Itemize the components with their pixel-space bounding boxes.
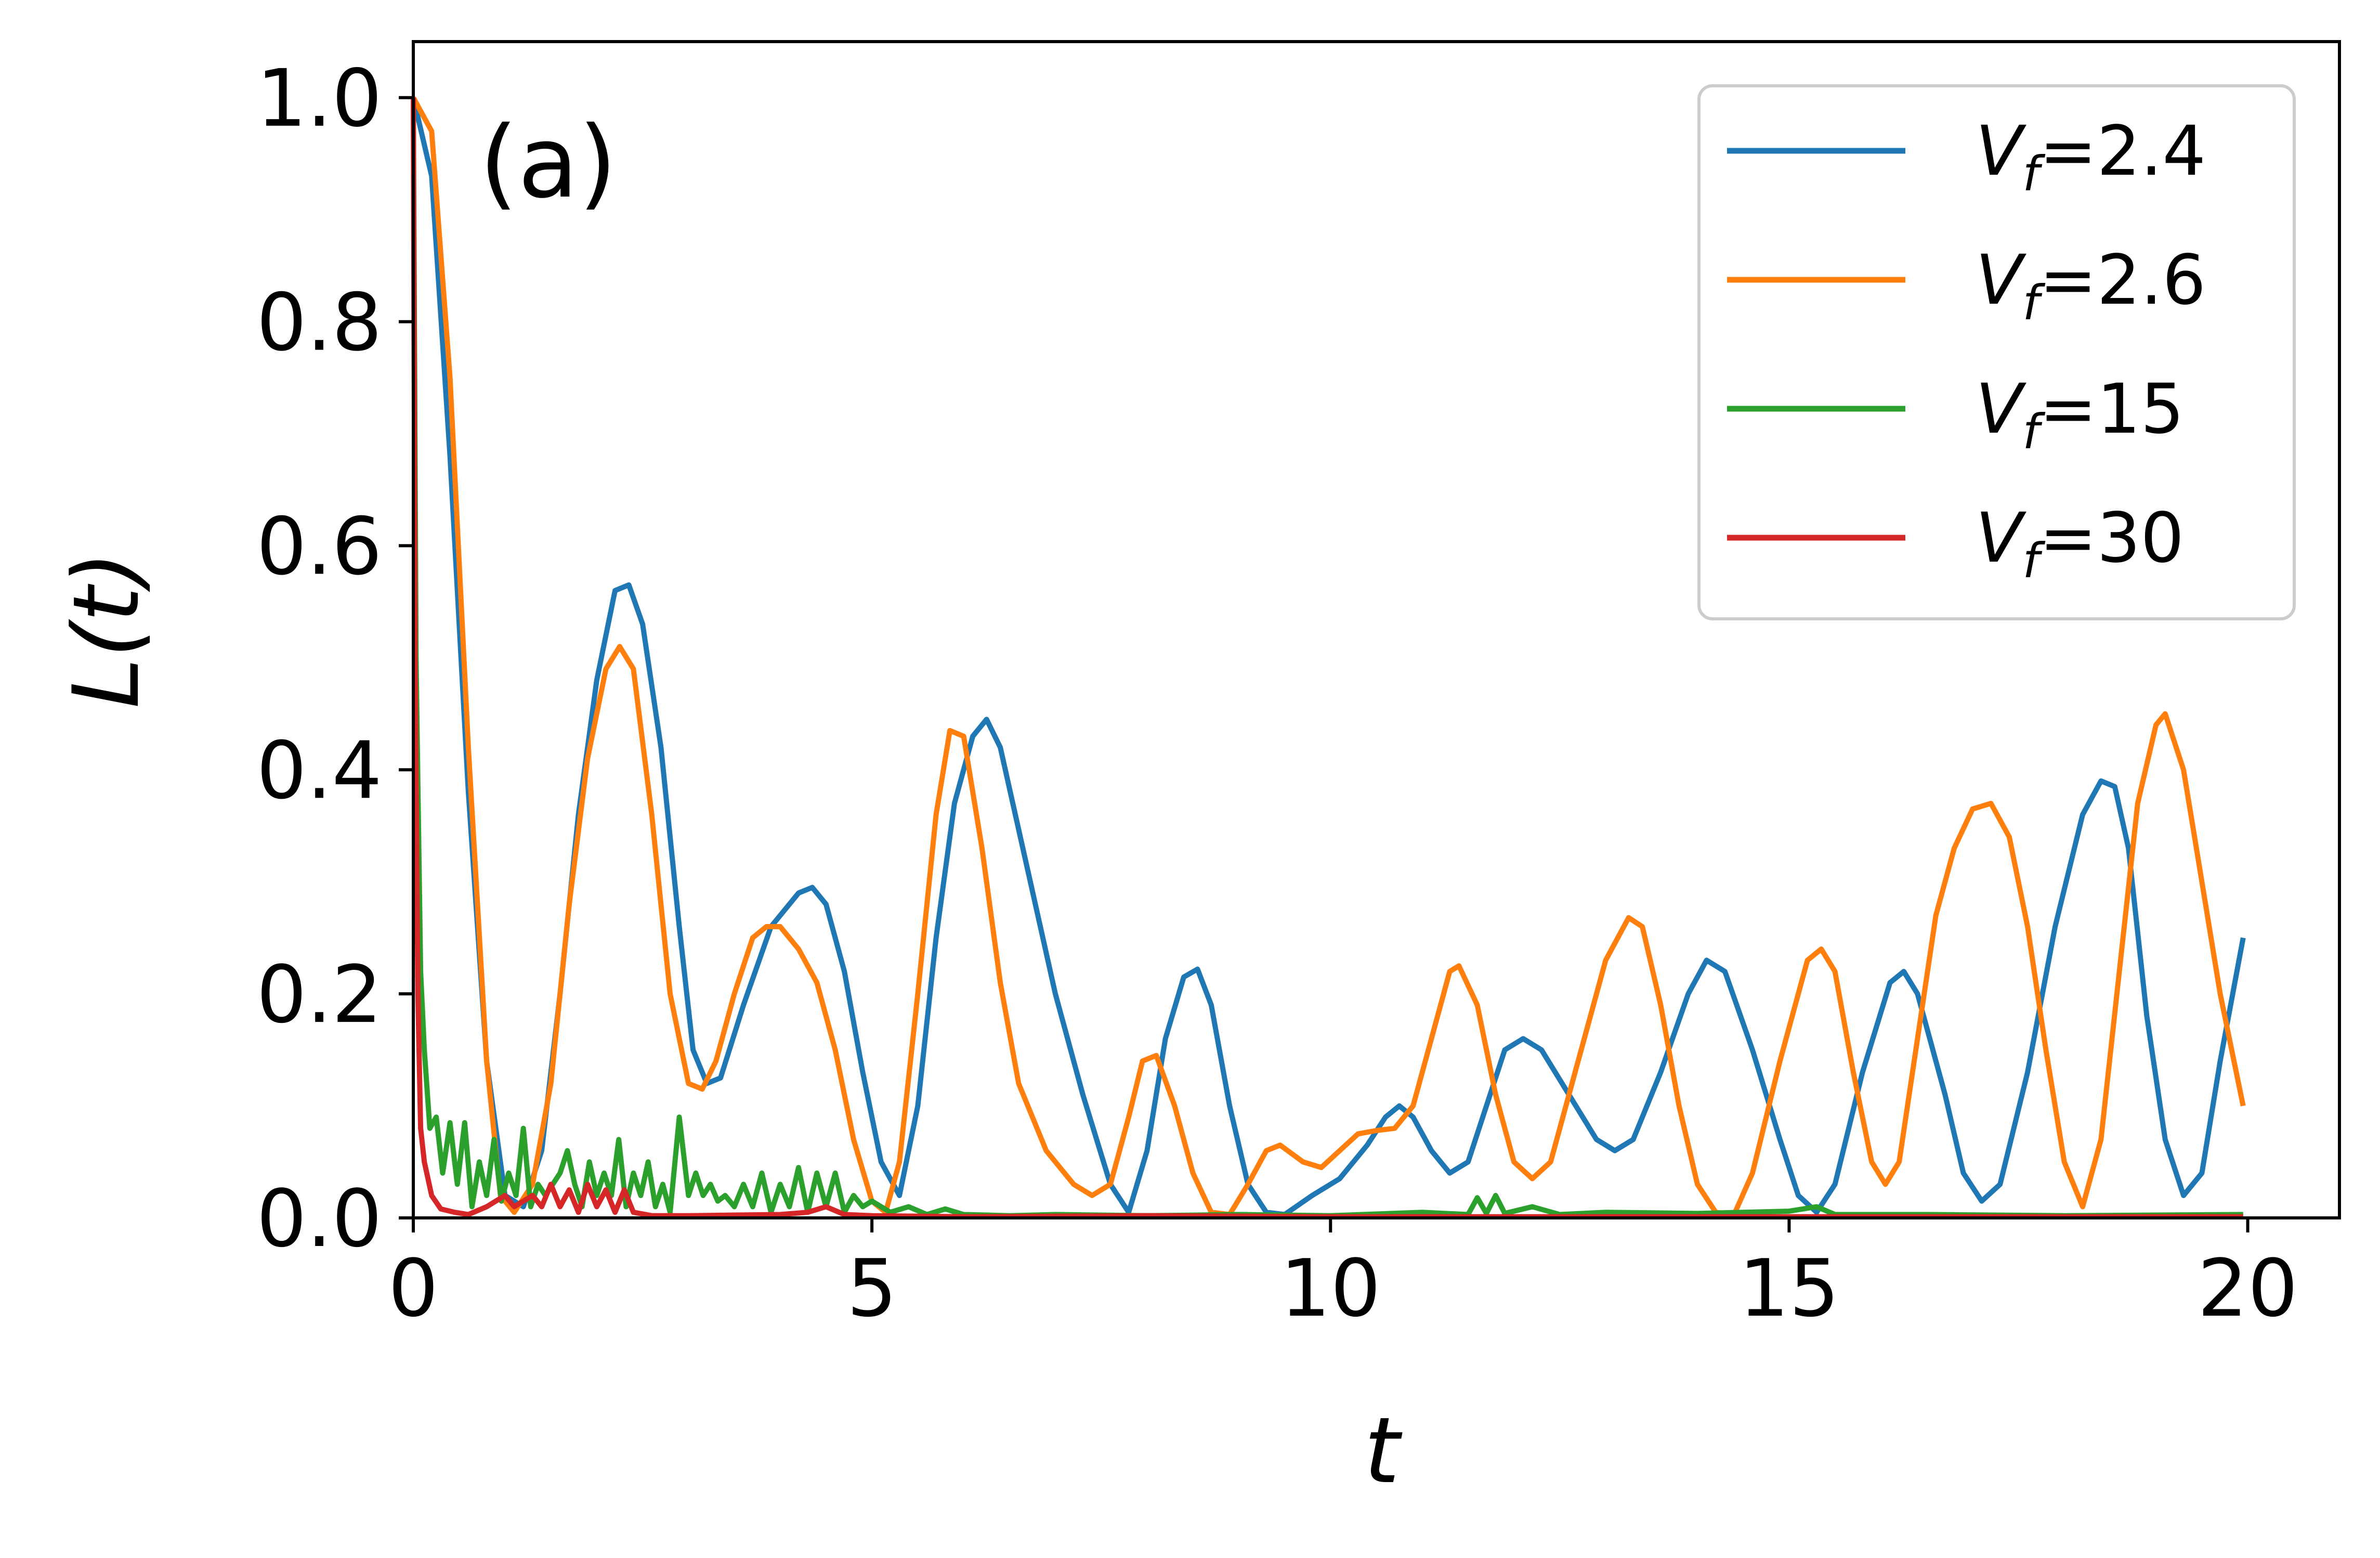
x-tick-label: 10 [1280,1242,1381,1334]
legend-label-2: Vf=15 [1976,369,2184,460]
y-tick-label: 0.2 [256,949,382,1041]
y-axis-ticks: 0.0 0.2 0.4 0.6 0.8 1.0 [256,53,413,1265]
legend-label-1: Vf=2.6 [1976,240,2206,331]
y-tick-label: 0.0 [256,1173,382,1265]
x-tick-label: 5 [847,1242,897,1334]
series-line-3 [411,97,2243,1219]
x-axis-ticks: 0 5 10 15 20 [388,1218,2298,1334]
y-tick-label: 0.6 [256,500,382,592]
y-axis-label: L(t) [54,551,160,709]
x-axis-label: t [1364,1398,1403,1504]
legend-entry: Vf=2.6 [1727,240,2206,331]
panel-label: (a) [479,105,617,220]
legend-label-3: Vf=30 [1976,498,2184,589]
y-tick-label: 0.4 [256,724,382,816]
legend-entry: Vf=15 [1727,369,2184,460]
y-tick-label: 0.8 [256,277,382,369]
plot-lines [411,96,2246,1219]
y-tick-label: 1.0 [256,53,382,145]
legend-entry: Vf=2.4 [1727,111,2206,202]
x-tick-label: 20 [2198,1242,2298,1334]
x-tick-label: 15 [1739,1242,1839,1334]
series-line-1 [411,96,2246,1217]
axes-frame [412,40,2341,1219]
legend-box [1697,84,2296,620]
legend-label-0: Vf=2.4 [1976,111,2206,202]
legend: Vf=2.4 Vf=2.6 Vf=15 Vf=30 [1697,84,2296,620]
legend-entry: Vf=30 [1727,498,2184,589]
x-tick-label: 0 [388,1242,439,1334]
series-line-2 [411,97,2243,1218]
